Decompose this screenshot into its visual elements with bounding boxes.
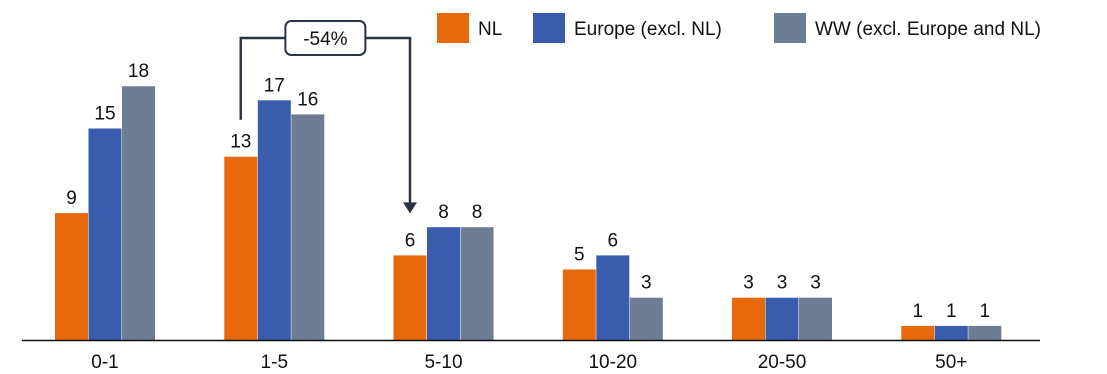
bar-europe-excl-nl-0-1: [88, 128, 122, 340]
value-label-ww-excl-europe-and-nl-5-10: 8: [472, 202, 483, 223]
bar-ww-excl-europe-and-nl-5-10: [460, 227, 494, 340]
bar-nl-20-50: [732, 297, 765, 340]
value-label-nl-10-20: 5: [574, 245, 585, 266]
value-label-nl-5-10: 6: [405, 230, 416, 251]
bar-nl-1-5: [224, 156, 258, 340]
bar-ww-excl-europe-and-nl-10-20: [629, 297, 663, 340]
value-label-nl-50: 1: [913, 301, 924, 322]
x-tick-label-0-1: 0-1: [91, 352, 118, 373]
value-labels-group: 9 15 18 13 17 16 6 8 8 5 6 3 3 3 3 1 1 1: [66, 61, 990, 322]
value-label-europe-excl-nl-10-20: 6: [608, 230, 619, 251]
value-label-ww-excl-europe-and-nl-0-1: 18: [128, 61, 149, 82]
growth-annotation: -54%: [239, 20, 417, 214]
value-label-nl-0-1: 9: [66, 188, 77, 209]
value-label-europe-excl-nl-20-50: 3: [777, 273, 788, 294]
value-label-ww-excl-europe-and-nl-20-50: 3: [810, 273, 821, 294]
bar-ww-excl-europe-and-nl-50: [968, 325, 1002, 340]
legend: NL Europe (excl. NL) WW (excl. Europe and …: [437, 13, 1041, 43]
legend-label-europe-excl-nl: Europe (excl. NL): [574, 19, 722, 40]
value-label-ww-excl-europe-and-nl-1-5: 16: [297, 89, 318, 110]
value-label-ww-excl-europe-and-nl-50: 1: [980, 301, 991, 322]
value-label-nl-20-50: 3: [743, 273, 754, 294]
bar-ww-excl-europe-and-nl-0-1: [122, 86, 155, 340]
x-tick-label-50: 50+: [935, 352, 967, 373]
value-label-europe-excl-nl-1-5: 17: [264, 75, 285, 96]
value-label-nl-1-5: 13: [230, 132, 251, 153]
annotation-label: -54%: [303, 29, 347, 50]
x-tick-label-1-5: 1-5: [261, 352, 288, 373]
bar-europe-excl-nl-5-10: [427, 227, 460, 340]
bar-europe-excl-nl-20-50: [765, 297, 799, 340]
bar-nl-5-10: [393, 255, 427, 340]
x-tick-label-5-10: 5-10: [424, 352, 462, 373]
bar-nl-10-20: [562, 269, 596, 340]
bar-europe-excl-nl-10-20: [596, 255, 630, 340]
value-label-ww-excl-europe-and-nl-10-20: 3: [641, 273, 652, 294]
bar-ww-excl-europe-and-nl-1-5: [291, 114, 325, 341]
annotation-arrowhead: [403, 202, 417, 214]
legend-swatch-europe-excl-nl: [533, 13, 565, 43]
bar-europe-excl-nl-1-5: [257, 100, 291, 340]
value-label-europe-excl-nl-5-10: 8: [438, 202, 449, 223]
bar-nl-0-1: [55, 213, 88, 340]
x-tick-label-10-20: 10-20: [588, 352, 637, 373]
x-tick-labels-group: 0-1 1-5 5-10 10-20 20-50 50+: [91, 352, 967, 373]
bars-group: [55, 86, 1002, 341]
legend-label-nl: NL: [478, 19, 502, 40]
bar-europe-excl-nl-50: [934, 325, 968, 340]
bar-nl-50: [901, 325, 935, 340]
legend-swatch-nl: [437, 13, 469, 43]
bar-ww-excl-europe-and-nl-20-50: [799, 297, 832, 340]
value-label-europe-excl-nl-0-1: 15: [94, 104, 115, 125]
legend-swatch-ww-excl-europe-and-nl: [774, 13, 806, 43]
annotation-box: [284, 20, 367, 56]
legend-label-ww-excl-europe-and-nl: WW (excl. Europe and NL): [815, 19, 1041, 40]
value-label-europe-excl-nl-50: 1: [946, 301, 957, 322]
x-tick-label-20-50: 20-50: [758, 352, 807, 373]
